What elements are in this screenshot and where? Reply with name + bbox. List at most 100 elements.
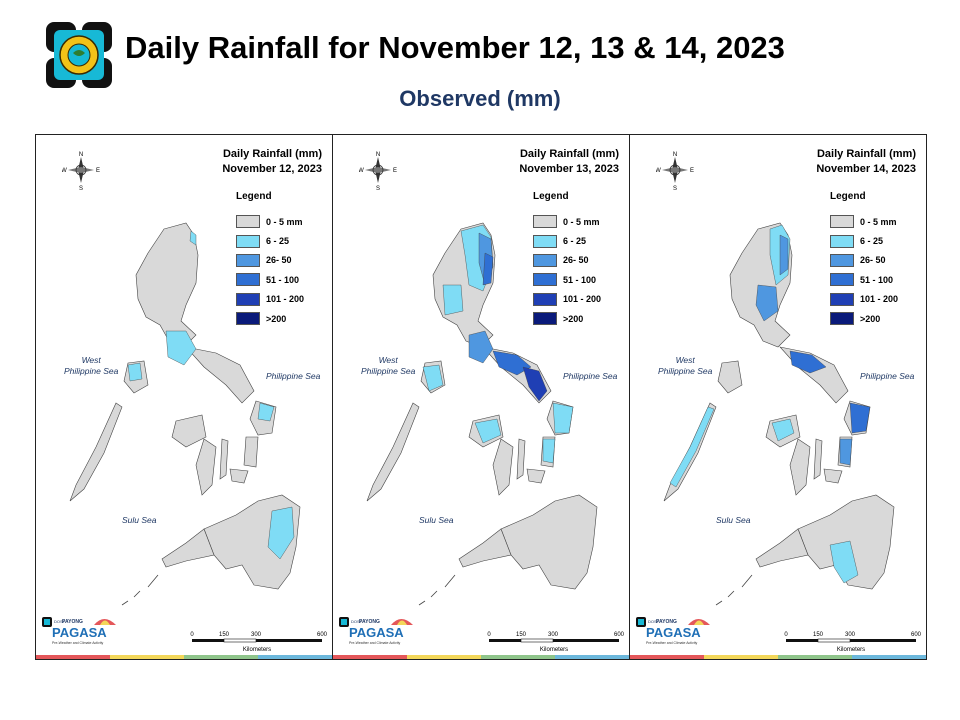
svg-text:150: 150 xyxy=(516,632,527,638)
svg-text:600: 600 xyxy=(614,632,625,638)
rainfall-map-nov-13 xyxy=(366,222,598,606)
legend-label: 51 - 100 xyxy=(563,274,597,285)
rain-area-bicol-very-heavy xyxy=(522,366,548,402)
pagasa-logo xyxy=(46,22,112,88)
legend-title: Legend xyxy=(830,191,866,202)
svg-text:600: 600 xyxy=(317,632,328,638)
rainfall-map-nov-12 xyxy=(69,222,301,606)
panel-title: Daily Rainfall (mm) November 14, 2023 xyxy=(816,147,916,177)
rain-area-leyte xyxy=(839,438,853,466)
svg-text:Kilometers: Kilometers xyxy=(837,647,865,653)
rain-area-central-luzon xyxy=(755,284,779,322)
svg-text:DOST: DOST xyxy=(648,619,660,624)
legend-item: 26- 50 xyxy=(830,251,898,270)
rain-area-luzon-east-heavy xyxy=(482,252,494,286)
legend-swatch xyxy=(236,292,260,306)
rain-area-palawan xyxy=(669,406,715,488)
panay-island xyxy=(171,414,207,448)
philippine-sea-label: Philippine Sea xyxy=(563,371,618,381)
scale-bar: 0 150 300 600 Kilometers xyxy=(784,632,922,653)
compass-rose-icon: N E S W xyxy=(656,152,694,191)
panel-date: November 13, 2023 xyxy=(519,163,619,175)
palawan-island xyxy=(69,402,123,502)
svg-text:PAYONG: PAYONG xyxy=(359,619,380,625)
rain-area-mindanao xyxy=(267,506,295,560)
legend-swatch xyxy=(533,273,557,287)
legend-swatch xyxy=(236,253,260,267)
rain-area-luzon-central xyxy=(442,284,464,316)
legend-item: 6 - 25 xyxy=(533,231,601,250)
color-stripe xyxy=(36,655,332,659)
compass-n: N xyxy=(376,152,380,158)
legend-swatch xyxy=(830,273,854,287)
page-subtitle: Observed (mm) xyxy=(399,86,561,111)
rain-area-mindoro xyxy=(422,364,444,392)
legend-item: 51 - 100 xyxy=(533,270,601,289)
legend-label: 26- 50 xyxy=(563,255,589,266)
svg-text:Kilometers: Kilometers xyxy=(540,647,568,653)
legend-item: 101 - 200 xyxy=(830,290,898,309)
west-philippine-sea-label: West Philippine Sea xyxy=(361,355,416,376)
map-panel-nov-12: Daily Rainfall (mm) November 12, 2023 N … xyxy=(36,135,333,659)
legend-swatch xyxy=(236,273,260,287)
legend-label: 26- 50 xyxy=(860,255,886,266)
palawan-island xyxy=(366,402,420,502)
legend-label: 101 - 200 xyxy=(860,294,899,305)
svg-text:600: 600 xyxy=(911,632,922,638)
rain-area-panay xyxy=(474,418,502,444)
compass-e: E xyxy=(690,168,694,174)
svg-text:0: 0 xyxy=(190,632,194,638)
legend-item: >200 xyxy=(830,309,898,328)
compass-e: E xyxy=(96,168,100,174)
panel-title-line: Daily Rainfall (mm) xyxy=(222,148,322,160)
zamboanga-peninsula xyxy=(458,528,512,568)
cebu-island xyxy=(516,438,526,480)
svg-text:300: 300 xyxy=(845,632,856,638)
legend-swatch xyxy=(533,292,557,306)
legend-item: 0 - 5 mm xyxy=(533,212,601,231)
map-panels: Daily Rainfall (mm) November 12, 2023 N … xyxy=(35,134,927,660)
compass-s: S xyxy=(376,186,380,191)
bicol-peninsula xyxy=(779,346,849,404)
svg-text:Pre-Weather and Climate Activi: Pre-Weather and Climate Activity xyxy=(646,641,698,645)
bohol-island xyxy=(229,468,249,484)
panel-title-line: Daily Rainfall (mm) xyxy=(816,148,916,160)
payong-pagasa-logo: DOST PAYONG PAGASA Pre-Weather and Clima… xyxy=(636,617,710,645)
sulu-archipelago xyxy=(715,574,753,606)
west-philippine-sea-label: West Philippine Sea xyxy=(658,355,713,376)
bicol-peninsula xyxy=(185,346,255,404)
legend-label: >200 xyxy=(266,313,287,324)
rain-area-samar-heavy xyxy=(849,402,871,434)
negros-island xyxy=(492,438,514,496)
legend-title: Legend xyxy=(533,191,569,202)
legend: 0 - 5 mm 6 - 25 26- 50 51 - 100 101 - 20… xyxy=(830,212,898,328)
legend-swatch xyxy=(830,292,854,306)
compass-rose-icon: N E S W xyxy=(62,152,100,191)
compass-s: S xyxy=(673,186,677,191)
panel-date: November 14, 2023 xyxy=(816,163,916,175)
philippine-sea-label: Philippine Sea xyxy=(266,371,321,381)
sulu-sea-label: Sulu Sea xyxy=(716,515,751,525)
map-panel-nov-13: Daily Rainfall (mm) November 13, 2023 N … xyxy=(333,135,630,659)
legend-swatch xyxy=(533,253,557,267)
legend-item: 6 - 25 xyxy=(830,231,898,250)
legend-swatch xyxy=(236,312,260,326)
zamboanga-peninsula xyxy=(161,528,215,568)
legend-item: 26- 50 xyxy=(533,251,601,270)
svg-text:300: 300 xyxy=(548,632,559,638)
svg-text:150: 150 xyxy=(813,632,824,638)
zamboanga-peninsula xyxy=(755,528,809,568)
bohol-island xyxy=(526,468,546,484)
svg-text:300: 300 xyxy=(251,632,262,638)
legend-label: 0 - 5 mm xyxy=(266,216,303,227)
svg-text:PAYONG: PAYONG xyxy=(62,619,83,625)
legend-swatch xyxy=(830,215,854,229)
rain-area-luzon-east-moderate xyxy=(779,234,789,276)
svg-text:DOST: DOST xyxy=(54,619,66,624)
legend-swatch xyxy=(236,234,260,248)
negros-island xyxy=(789,438,811,496)
leyte-island xyxy=(243,436,259,468)
negros-island xyxy=(195,438,217,496)
compass-w: W xyxy=(359,168,364,174)
rain-area-panay xyxy=(771,418,795,442)
